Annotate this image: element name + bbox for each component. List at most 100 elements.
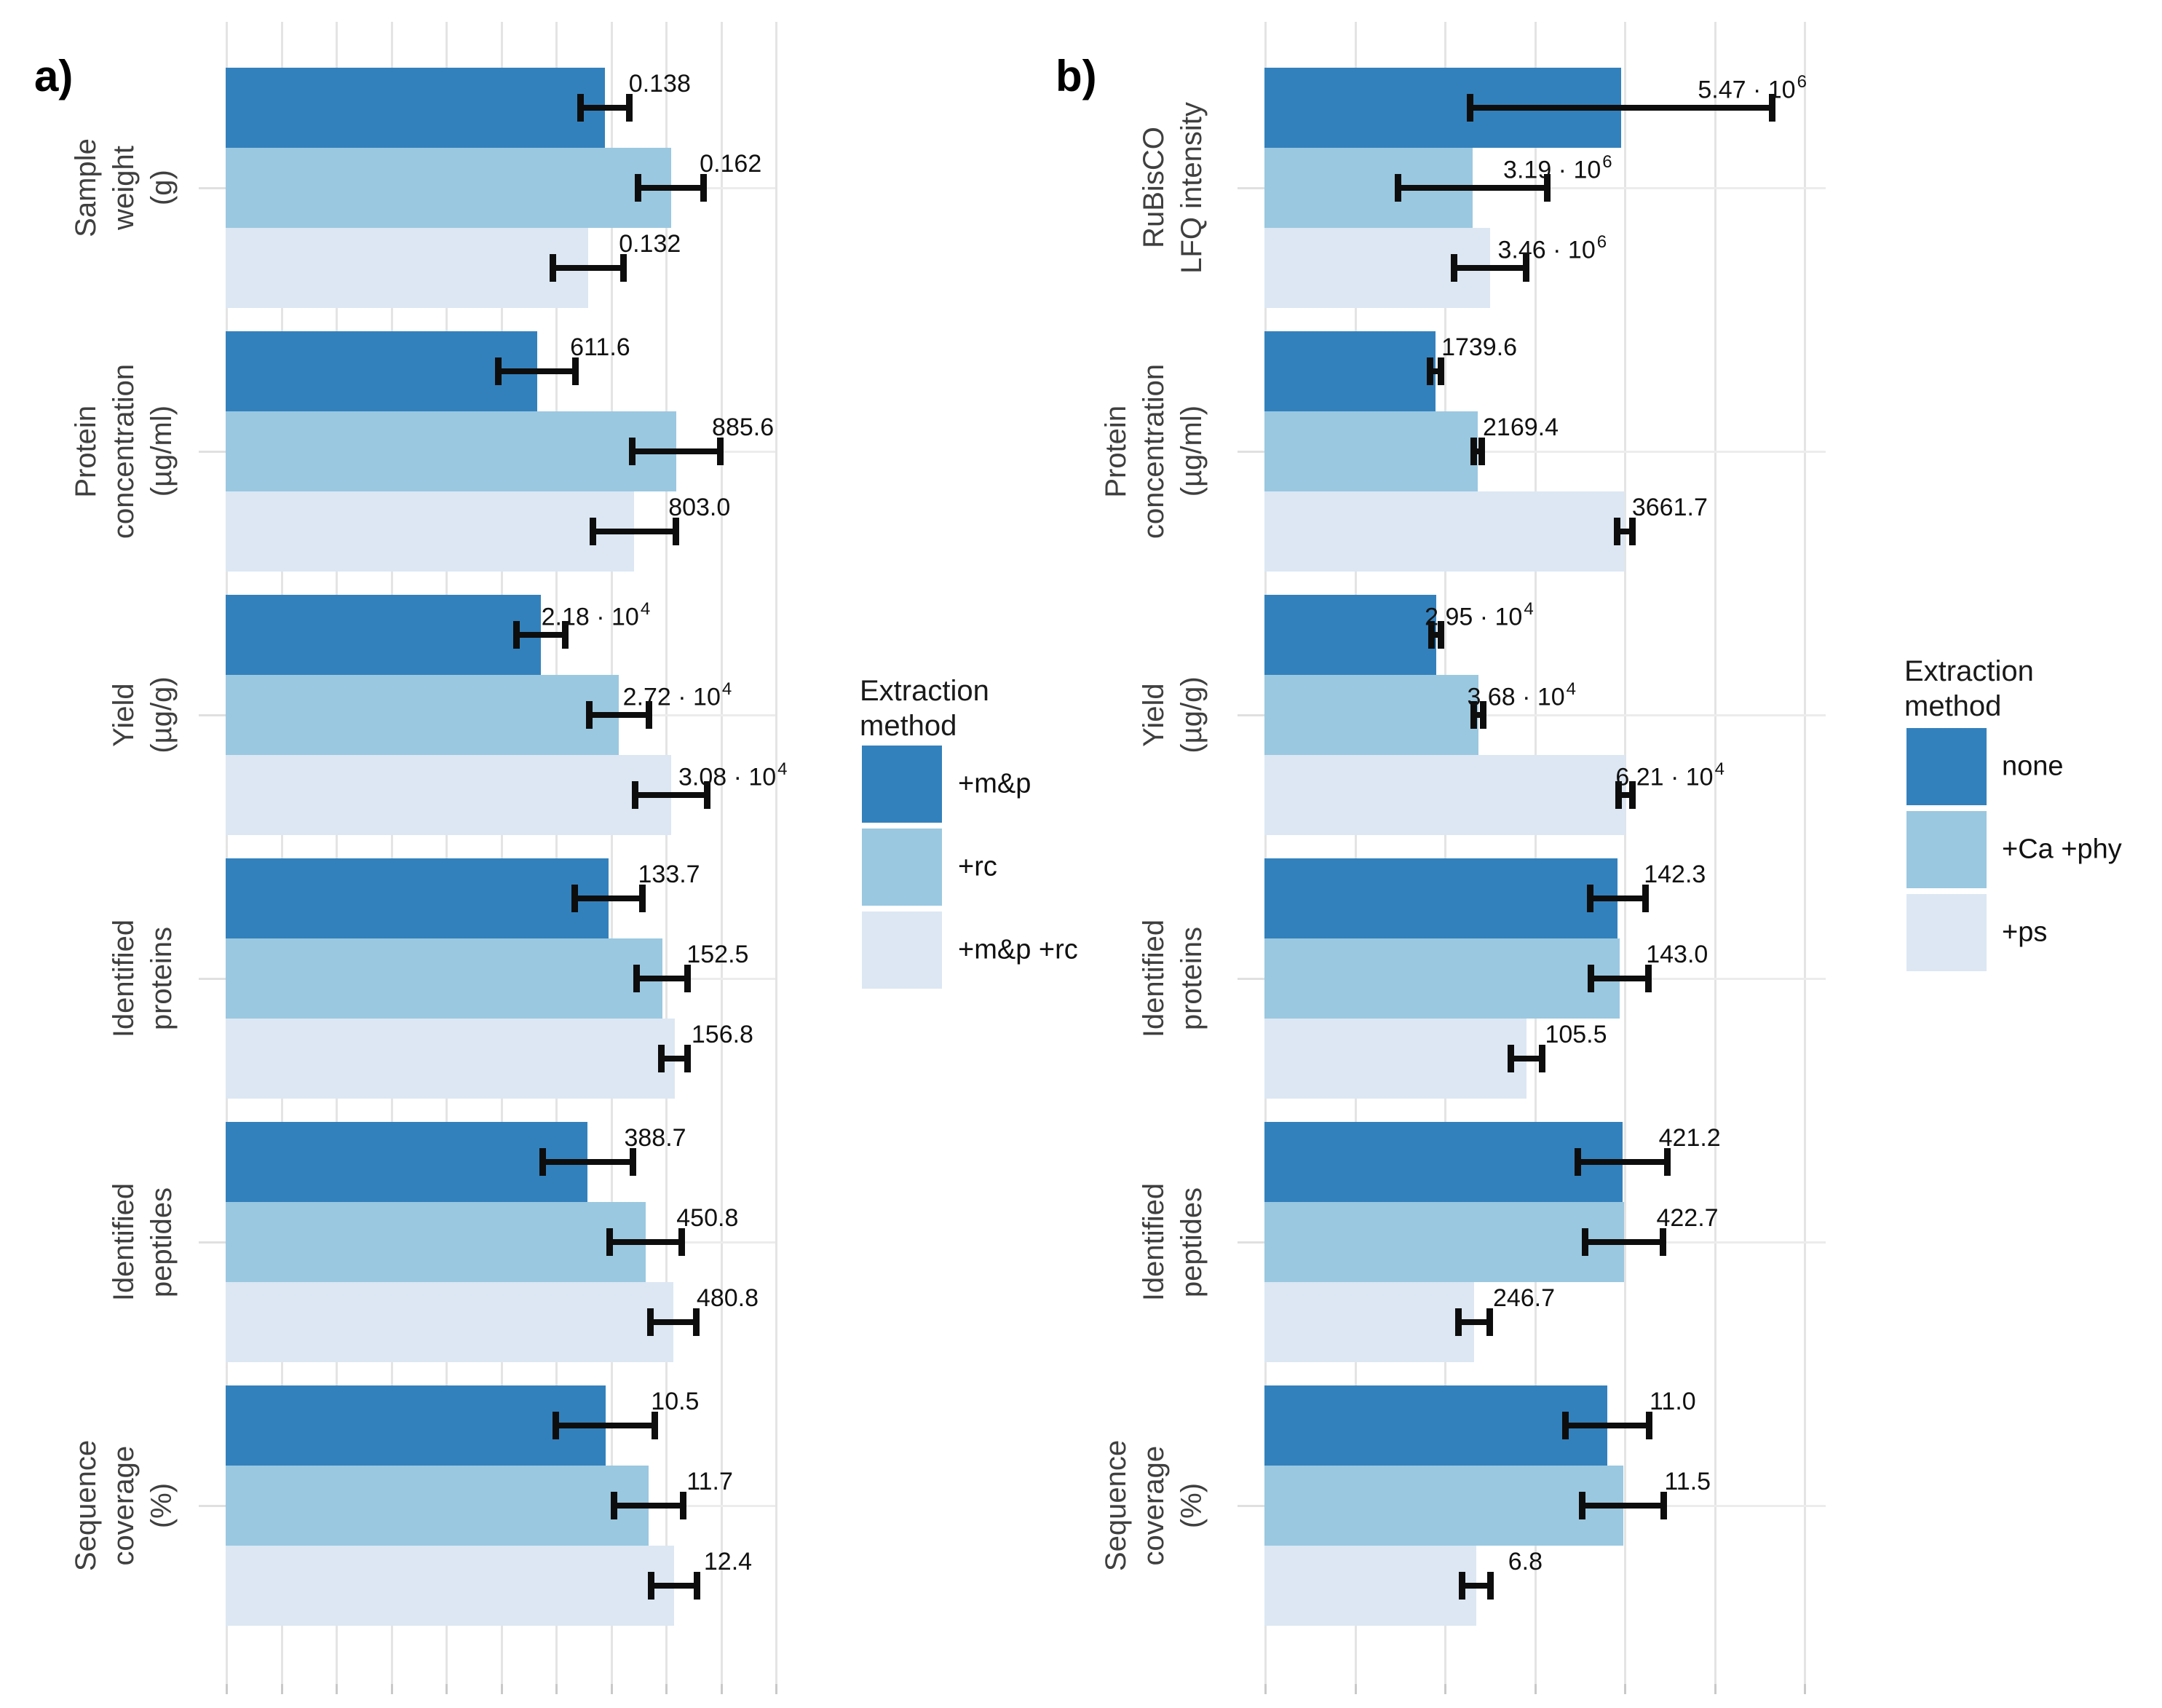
y-axis-tick	[199, 1241, 226, 1244]
error-bar	[1590, 976, 1649, 981]
error-bar-cap-left	[610, 1492, 617, 1519]
error-bar-cap-left	[629, 438, 636, 465]
category-label-line: (%)	[1176, 1482, 1208, 1529]
category-label: RuBisCO LFQ intensity	[1137, 102, 1208, 274]
value-label: 5.47 · 106	[1698, 72, 1807, 104]
bar	[226, 1546, 674, 1626]
y-axis-tick	[199, 978, 226, 980]
legend-title: Extraction method	[1904, 655, 2034, 722]
x-axis-tick	[446, 1684, 448, 1694]
error-bar-cap-right	[620, 254, 627, 282]
value-label: 388.7	[624, 1124, 686, 1152]
category-label-line: Identified	[1138, 919, 1170, 1038]
error-bar	[579, 105, 630, 111]
category-label-line: Identified	[1138, 1182, 1170, 1302]
legend-item-label: +Ca +phy	[2002, 834, 2122, 865]
legend-item-label: none	[2002, 751, 2064, 782]
bar	[226, 858, 609, 938]
error-bar	[553, 265, 625, 271]
value-label: 11.0	[1650, 1388, 1696, 1415]
error-bar	[1617, 529, 1634, 534]
bar	[1264, 675, 1479, 755]
category-label-line: RuBisCO	[1138, 127, 1170, 249]
value-label-exponent: 6	[1602, 152, 1612, 172]
y-axis-tick	[1238, 187, 1264, 189]
error-bar-cap-left	[632, 781, 639, 809]
error-bar-cap-right	[646, 701, 653, 729]
x-axis-tick	[1804, 1684, 1806, 1694]
gridline-vertical	[1444, 22, 1446, 1684]
error-bar-cap-left	[571, 885, 578, 912]
bar	[1264, 1122, 1623, 1202]
error-bar	[1618, 792, 1634, 798]
error-bar	[593, 529, 676, 534]
gridline-vertical	[446, 22, 448, 1684]
error-bar-cap-left	[495, 357, 502, 385]
error-bar	[1473, 712, 1484, 718]
error-bar-cap-right	[638, 885, 646, 912]
error-bar	[542, 1159, 634, 1165]
error-bar-cap-right	[571, 357, 579, 385]
gridline-horizontal	[1264, 714, 1826, 716]
error-bar-cap-right	[693, 1572, 700, 1600]
bar	[1264, 331, 1436, 411]
error-bar	[1510, 1056, 1543, 1061]
error-bar	[1457, 1319, 1491, 1325]
x-axis-tick	[1534, 1684, 1537, 1694]
error-bar-cap-right	[1438, 357, 1445, 385]
value-label: 3.19 · 106	[1503, 152, 1612, 184]
error-bar-cap-left	[1427, 357, 1434, 385]
error-bar-cap-left	[585, 701, 593, 729]
error-bar-cap-right	[1480, 701, 1487, 729]
bar	[226, 1122, 588, 1202]
gridline-vertical	[610, 22, 613, 1684]
error-bar-cap-left	[633, 965, 641, 992]
value-label-exponent: 6	[1596, 232, 1607, 252]
gridline-vertical	[1624, 22, 1626, 1684]
value-label: 6.21 · 104	[1615, 759, 1725, 791]
error-bar-cap-right	[703, 781, 710, 809]
bar	[226, 595, 542, 675]
value-label: 152.5	[686, 941, 749, 968]
error-bar-cap-left	[1582, 1228, 1589, 1256]
error-bar-cap-right	[680, 1492, 687, 1519]
error-bar-cap-left	[1394, 174, 1401, 202]
x-axis-tick	[390, 1684, 393, 1694]
category-label-line: Protein	[1100, 405, 1132, 498]
gridline-vertical	[390, 22, 393, 1684]
bar	[1264, 755, 1626, 835]
error-bar-cap-left	[1428, 621, 1435, 649]
error-bar-cap-left	[648, 1572, 655, 1600]
bar	[226, 491, 635, 572]
x-axis-tick	[1624, 1684, 1626, 1694]
legend-item-label: +ps	[2002, 917, 2048, 948]
error-bar-cap-right	[684, 965, 692, 992]
value-label: 3.68 · 104	[1467, 679, 1577, 711]
error-bar-cap-right	[651, 1412, 658, 1439]
error-bar-cap-left	[1454, 1308, 1462, 1336]
category-label-line: (µg/g)	[1176, 676, 1208, 754]
value-label: 422.7	[1656, 1204, 1719, 1232]
bar	[1264, 858, 1618, 938]
error-bar-cap-left	[1508, 1045, 1515, 1072]
value-label: 611.6	[570, 333, 630, 361]
gridline-vertical	[1354, 22, 1357, 1684]
bar	[1264, 1202, 1624, 1282]
gridline-vertical	[280, 22, 283, 1684]
category-label-line: peptides	[1176, 1187, 1208, 1297]
error-bar-cap-right	[1544, 174, 1551, 202]
value-label: 6.8	[1508, 1548, 1543, 1575]
bar	[226, 228, 589, 308]
error-bar	[1453, 265, 1527, 271]
category-label-line: Yield	[1138, 683, 1170, 747]
gridline-vertical	[1534, 22, 1537, 1684]
error-bar-cap-left	[1459, 1572, 1466, 1600]
bar	[1264, 1019, 1527, 1099]
bar	[226, 1019, 675, 1099]
x-axis-tick	[280, 1684, 283, 1694]
x-axis-tick	[226, 1684, 228, 1694]
gridline-vertical	[226, 22, 228, 1684]
value-label: 12.4	[703, 1548, 753, 1575]
